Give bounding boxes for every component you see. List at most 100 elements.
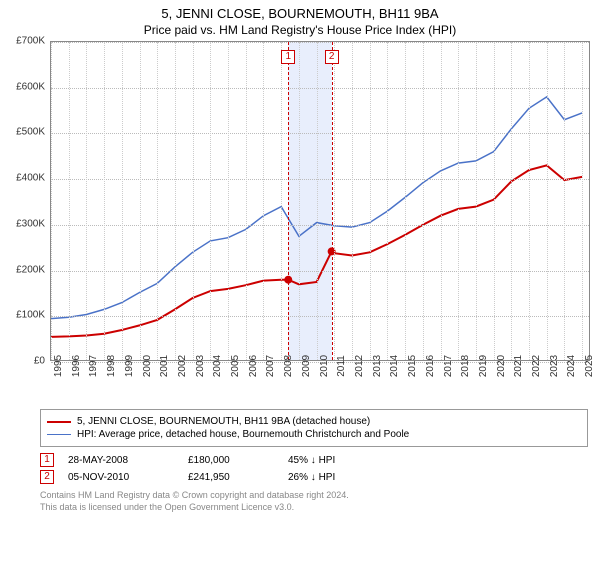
gridline-v bbox=[210, 42, 211, 360]
sale-delta: 26% ↓ HPI bbox=[288, 472, 408, 483]
gridline-v bbox=[175, 42, 176, 360]
gridline-v bbox=[547, 42, 548, 360]
sale-delta: 45% ↓ HPI bbox=[288, 455, 408, 466]
gridline-v bbox=[511, 42, 512, 360]
x-axis-label: 1995 bbox=[53, 355, 64, 377]
y-axis-label: £100K bbox=[16, 310, 45, 321]
x-axis-label: 2020 bbox=[496, 355, 507, 377]
chart-area: £0£100K£200K£300K£400K£500K£600K£700K 12… bbox=[50, 41, 590, 391]
x-axis-label: 1996 bbox=[71, 355, 82, 377]
y-axis-label: £700K bbox=[16, 36, 45, 47]
x-axis-label: 2003 bbox=[195, 355, 206, 377]
x-axis-label: 2025 bbox=[584, 355, 595, 377]
y-axis-label: £500K bbox=[16, 127, 45, 138]
sale-marker-number: 2 bbox=[325, 50, 339, 64]
gridline-h bbox=[51, 271, 589, 272]
sale-price: £241,950 bbox=[188, 472, 288, 483]
x-axis-label: 2006 bbox=[248, 355, 259, 377]
sale-marker-line bbox=[332, 42, 333, 360]
legend: 5, JENNI CLOSE, BOURNEMOUTH, BH11 9BA (d… bbox=[40, 409, 588, 447]
gridline-h bbox=[51, 88, 589, 89]
x-axis-label: 2010 bbox=[319, 355, 330, 377]
y-axis-label: £400K bbox=[16, 173, 45, 184]
x-axis-label: 2005 bbox=[230, 355, 241, 377]
footer-line2: This data is licensed under the Open Gov… bbox=[40, 502, 588, 514]
sale-number-box: 2 bbox=[40, 470, 54, 484]
gridline-v bbox=[334, 42, 335, 360]
gridline-v bbox=[69, 42, 70, 360]
footer-attribution: Contains HM Land Registry data © Crown c… bbox=[40, 490, 588, 513]
sale-date: 28-MAY-2008 bbox=[68, 455, 188, 466]
gridline-v bbox=[193, 42, 194, 360]
sale-row: 2 05-NOV-2010£241,95026% ↓ HPI bbox=[40, 470, 588, 484]
x-axis-label: 1999 bbox=[124, 355, 135, 377]
y-axis-label: £300K bbox=[16, 218, 45, 229]
gridline-v bbox=[157, 42, 158, 360]
y-axis-label: £600K bbox=[16, 81, 45, 92]
x-axis-label: 2008 bbox=[283, 355, 294, 377]
gridline-v bbox=[494, 42, 495, 360]
gridline-v bbox=[423, 42, 424, 360]
x-axis-label: 2001 bbox=[159, 355, 170, 377]
sale-marker-number: 1 bbox=[281, 50, 295, 64]
legend-swatch bbox=[47, 434, 71, 435]
x-axis-label: 2000 bbox=[142, 355, 153, 377]
x-axis-label: 2017 bbox=[443, 355, 454, 377]
legend-label: HPI: Average price, detached house, Bour… bbox=[77, 429, 409, 440]
x-axis-label: 2015 bbox=[407, 355, 418, 377]
gridline-v bbox=[140, 42, 141, 360]
gridline-v bbox=[263, 42, 264, 360]
x-axis-label: 2014 bbox=[389, 355, 400, 377]
gridline-v bbox=[441, 42, 442, 360]
x-axis-label: 1998 bbox=[106, 355, 117, 377]
x-axis-label: 2021 bbox=[513, 355, 524, 377]
x-axis-label: 2018 bbox=[460, 355, 471, 377]
gridline-h bbox=[51, 316, 589, 317]
chart-subtitle: Price paid vs. HM Land Registry's House … bbox=[0, 23, 600, 37]
gridline-v bbox=[564, 42, 565, 360]
sale-number-box: 1 bbox=[40, 453, 54, 467]
gridline-v bbox=[529, 42, 530, 360]
gridline-v bbox=[104, 42, 105, 360]
x-axis-label: 2019 bbox=[478, 355, 489, 377]
gridline-h bbox=[51, 225, 589, 226]
legend-item: HPI: Average price, detached house, Bour… bbox=[47, 429, 581, 440]
sales-table: 1 28-MAY-2008£180,00045% ↓ HPI 2 05-NOV-201… bbox=[40, 453, 588, 484]
gridline-v bbox=[476, 42, 477, 360]
x-axis-label: 2012 bbox=[354, 355, 365, 377]
chart-title: 5, JENNI CLOSE, BOURNEMOUTH, BH11 9BA bbox=[0, 6, 600, 21]
x-axis-label: 2011 bbox=[336, 355, 347, 377]
gridline-v bbox=[86, 42, 87, 360]
x-axis-label: 2013 bbox=[372, 355, 383, 377]
sale-date: 05-NOV-2010 bbox=[68, 472, 188, 483]
gridline-v bbox=[352, 42, 353, 360]
gridline-v bbox=[317, 42, 318, 360]
x-axis-label: 1997 bbox=[88, 355, 99, 377]
x-axis-label: 2009 bbox=[301, 355, 312, 377]
gridline-v bbox=[458, 42, 459, 360]
footer-line1: Contains HM Land Registry data © Crown c… bbox=[40, 490, 588, 502]
line-series-svg bbox=[51, 42, 591, 362]
legend-item: 5, JENNI CLOSE, BOURNEMOUTH, BH11 9BA (d… bbox=[47, 416, 581, 427]
sale-price: £180,000 bbox=[188, 455, 288, 466]
plot-region: 12 bbox=[50, 41, 590, 361]
x-axis-label: 2007 bbox=[265, 355, 276, 377]
sale-marker-line bbox=[288, 42, 289, 360]
x-axis-label: 2024 bbox=[566, 355, 577, 377]
legend-swatch bbox=[47, 421, 71, 423]
gridline-v bbox=[228, 42, 229, 360]
gridline-v bbox=[387, 42, 388, 360]
gridline-v bbox=[281, 42, 282, 360]
x-axis-label: 2022 bbox=[531, 355, 542, 377]
y-axis-label: £0 bbox=[34, 356, 45, 367]
sale-row: 1 28-MAY-2008£180,00045% ↓ HPI bbox=[40, 453, 588, 467]
gridline-h bbox=[51, 179, 589, 180]
gridline-v bbox=[51, 42, 52, 360]
gridline-h bbox=[51, 133, 589, 134]
gridline-v bbox=[405, 42, 406, 360]
gridline-h bbox=[51, 42, 589, 43]
x-axis-label: 2002 bbox=[177, 355, 188, 377]
gridline-v bbox=[246, 42, 247, 360]
legend-label: 5, JENNI CLOSE, BOURNEMOUTH, BH11 9BA (d… bbox=[77, 416, 370, 427]
gridline-v bbox=[370, 42, 371, 360]
